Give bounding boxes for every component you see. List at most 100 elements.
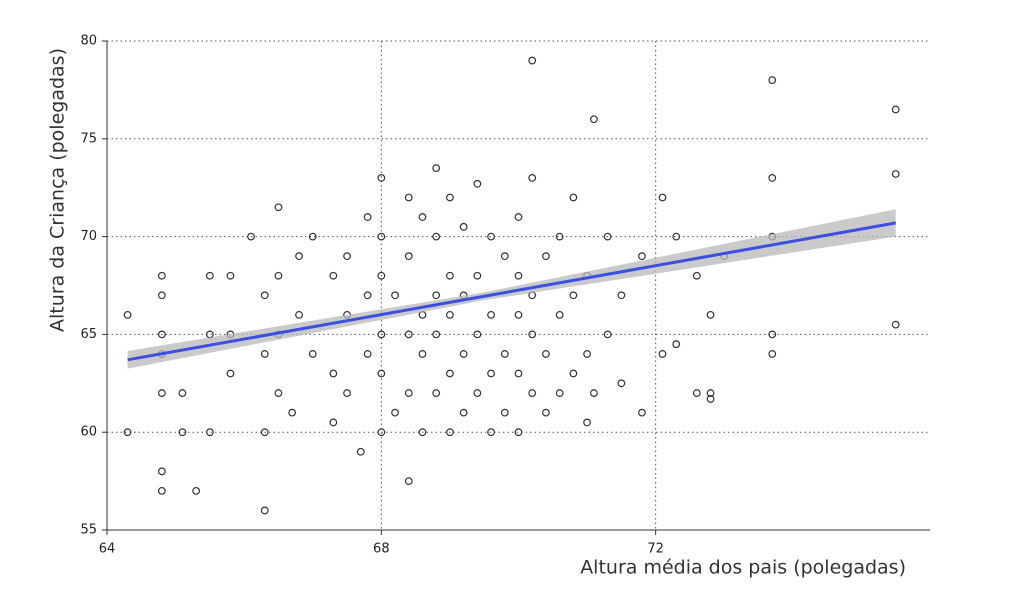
point: [123, 428, 132, 437]
point: [343, 389, 351, 397]
point: [514, 428, 523, 437]
point: [528, 56, 537, 65]
point: [603, 232, 612, 241]
point: [226, 271, 235, 280]
point: [891, 170, 900, 178]
point: [404, 477, 413, 486]
point: [274, 389, 283, 397]
point: [459, 222, 468, 231]
y-tick-label: 55: [80, 523, 97, 538]
point: [555, 389, 564, 397]
point: [542, 350, 550, 358]
point: [418, 350, 427, 358]
point: [432, 291, 441, 300]
point: [446, 428, 454, 437]
point: [514, 271, 523, 280]
point: [473, 179, 482, 188]
point: [459, 350, 468, 358]
point: [692, 389, 701, 397]
point: [192, 486, 201, 495]
point: [377, 330, 386, 339]
fit-line: [127, 221, 896, 362]
point: [706, 389, 715, 397]
y-tick-label: 65: [80, 327, 97, 342]
point: [768, 330, 777, 339]
point: [658, 193, 667, 202]
point: [500, 408, 509, 417]
point: [377, 428, 386, 437]
point: [329, 271, 338, 280]
point: [377, 369, 386, 378]
point: [590, 115, 598, 124]
point: [205, 271, 214, 280]
point: [418, 428, 427, 437]
x-tick-label: 72: [647, 542, 664, 557]
point: [500, 252, 509, 261]
point: [260, 291, 269, 300]
point: [260, 506, 269, 515]
y-tick-label: 80: [80, 34, 97, 49]
point: [295, 310, 303, 319]
point: [308, 232, 317, 241]
point: [706, 310, 715, 319]
point: [157, 486, 166, 495]
point: [446, 193, 454, 202]
confidence-band: [127, 209, 896, 369]
point: [459, 408, 468, 417]
point: [404, 330, 413, 339]
point: [891, 320, 900, 329]
point: [768, 350, 777, 358]
point: [260, 350, 269, 358]
point: [178, 428, 187, 437]
point: [178, 389, 187, 397]
point: [123, 310, 132, 319]
point: [247, 232, 255, 241]
point: [514, 310, 523, 319]
point: [226, 369, 235, 378]
point: [672, 340, 681, 349]
point: [500, 350, 509, 358]
point: [528, 389, 537, 397]
point: [446, 369, 454, 378]
point: [329, 369, 338, 378]
point: [891, 105, 900, 114]
point: [603, 330, 612, 339]
point: [205, 428, 214, 437]
point: [157, 271, 166, 280]
point: [295, 252, 303, 261]
point: [583, 350, 591, 358]
y-tick-label: 70: [80, 229, 97, 244]
point: [528, 174, 537, 182]
y-tick-label: 75: [80, 131, 97, 146]
point: [487, 369, 495, 378]
point: [356, 447, 365, 456]
point: [363, 291, 372, 300]
point: [391, 291, 399, 300]
point: [672, 232, 681, 241]
point: [473, 389, 482, 397]
point: [487, 232, 495, 241]
point: [473, 271, 482, 280]
point: [446, 271, 454, 280]
point: [377, 174, 386, 182]
x-axis-title: Altura média dos pais (polegadas): [580, 557, 906, 579]
point: [404, 193, 413, 202]
point: [617, 291, 626, 300]
point: [157, 467, 166, 476]
point: [404, 389, 413, 397]
point: [377, 271, 386, 280]
point: [658, 350, 667, 358]
point: [542, 252, 550, 261]
point: [274, 203, 283, 212]
y-tick-label: 60: [80, 425, 97, 440]
x-tick-label: 64: [99, 542, 116, 557]
point: [157, 291, 166, 300]
point: [768, 174, 777, 182]
point: [432, 232, 441, 241]
point: [555, 232, 564, 241]
point: [157, 330, 166, 339]
point: [768, 76, 777, 85]
y-axis-title: Altura da Criança (polegadas): [47, 48, 69, 332]
point: [528, 330, 537, 339]
point: [473, 330, 482, 339]
